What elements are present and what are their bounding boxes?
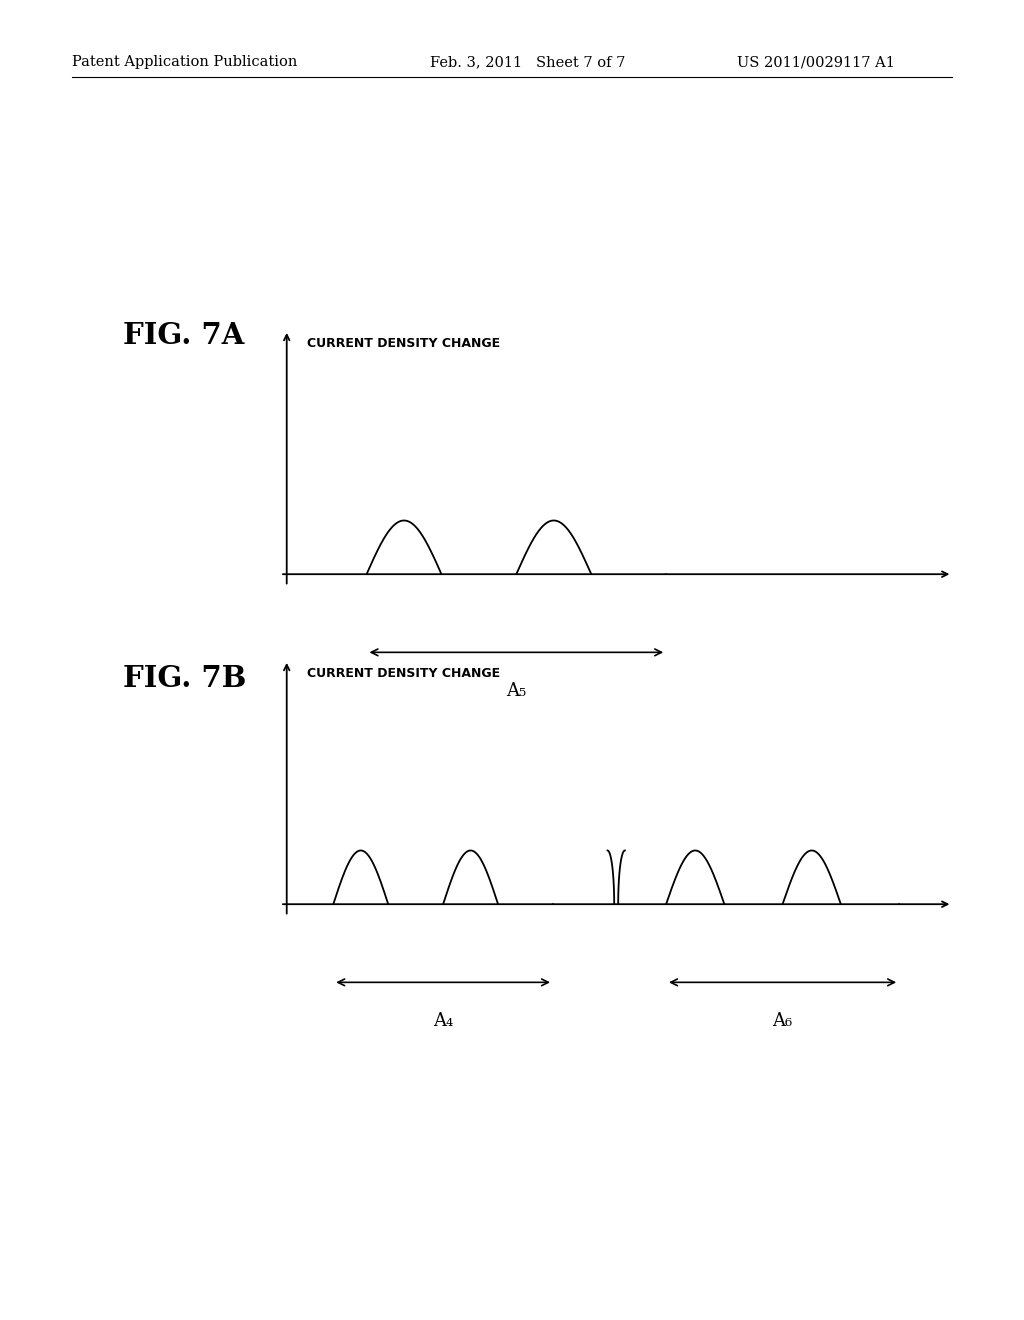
Text: A₅: A₅ [506,681,526,700]
Text: FIG. 7B: FIG. 7B [123,664,246,693]
Text: A₆: A₆ [772,1011,793,1030]
Text: US 2011/0029117 A1: US 2011/0029117 A1 [737,55,895,70]
Text: Feb. 3, 2011   Sheet 7 of 7: Feb. 3, 2011 Sheet 7 of 7 [430,55,626,70]
Text: CURRENT DENSITY CHANGE: CURRENT DENSITY CHANGE [307,338,500,350]
Text: FIG. 7A: FIG. 7A [123,321,245,350]
Text: Patent Application Publication: Patent Application Publication [72,55,297,70]
Text: A₄: A₄ [433,1011,454,1030]
Text: CURRENT DENSITY CHANGE: CURRENT DENSITY CHANGE [307,668,500,680]
